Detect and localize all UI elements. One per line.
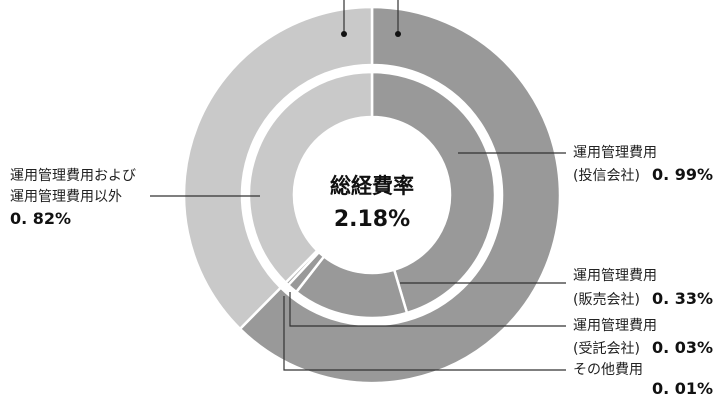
label-sales-line2: (販売会社) [573,292,640,308]
label-investment-line2: (投信会社) [573,168,640,184]
label-other: その他費用 0. 01% [573,362,713,397]
label-trustee: 運用管理費用 (受託会社) 0. 03% [573,318,713,357]
center-title: 総経費率 [330,174,414,198]
center-hole: 総経費率 2.18% [295,118,449,272]
inner-slice-investment [370,70,497,315]
label-combined: 運用管理費用および 運用管理費用以外 0. 82% [10,168,136,228]
label-sales-value: 0. 33% [652,289,713,308]
label-combined-line1: 運用管理費用および [10,168,136,184]
label-combined-line2: 運用管理費用以外 [10,189,122,205]
label-trustee-line2: (受託会社) [573,341,640,357]
outer-slice-0 [238,5,562,385]
label-investment: 運用管理費用 (投信会社) 0. 99% [573,145,713,184]
center-value: 2.18% [334,207,410,232]
label-trustee-line1: 運用管理費用 [573,318,657,334]
label-trustee-value: 0. 03% [652,338,713,357]
leader-lines [150,152,566,371]
leader-other [283,296,566,371]
label-combined-value: 0. 82% [10,209,71,228]
label-other-line1: その他費用 [573,362,643,378]
top-marker-dot-right [395,31,401,37]
label-other-value: 0. 01% [652,379,713,397]
leader-trustee [289,292,566,327]
label-sales: 運用管理費用 (販売会社) 0. 33% [573,268,713,308]
inner-slice-combined [247,70,374,285]
inner-ring [247,70,497,320]
label-investment-value: 0. 99% [652,165,713,184]
label-investment-line1: 運用管理費用 [573,145,657,161]
center-circle [295,118,449,272]
top-markers [341,0,401,37]
top-marker-dot-left [341,31,347,37]
label-sales-line1: 運用管理費用 [573,268,657,284]
